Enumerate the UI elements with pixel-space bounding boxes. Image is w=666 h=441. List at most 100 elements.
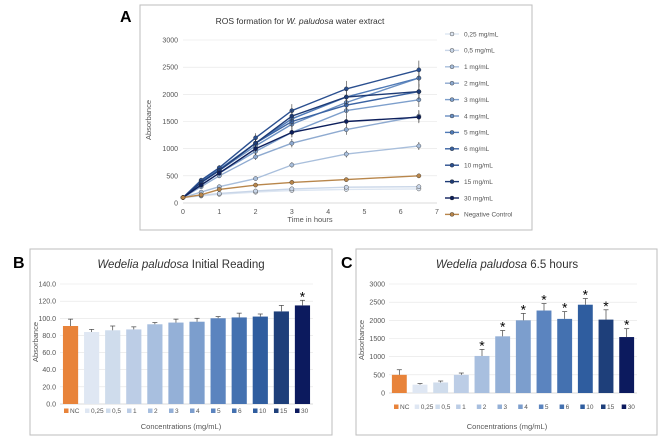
- panel-b-legend-entry: 10: [253, 408, 267, 415]
- panel-b-legend-swatch: [148, 408, 153, 413]
- panel-b-legend-swatch: [232, 408, 237, 413]
- panel-b-legend-entry: 30: [295, 408, 309, 415]
- panel-a-x-tick-label: 2: [254, 209, 258, 216]
- panel-a-legend-label: 2 mg/mL: [464, 81, 490, 88]
- panel-b-legend-entry: 1: [127, 408, 137, 415]
- panel-a-title-prefix: ROS formation for: [216, 16, 287, 26]
- panel-c-bar-group: *: [619, 317, 635, 393]
- panel-a-series-line: [180, 83, 422, 200]
- panel-b-bar: [294, 305, 311, 404]
- panel-a-point: [416, 143, 422, 149]
- panel-a-legend-marker: [449, 64, 455, 70]
- panel-a-line: [182, 69, 420, 199]
- panel-c-bar-group: [433, 380, 449, 393]
- panel-b-legend-entry: 6: [232, 408, 242, 415]
- panel-b-legend-entry: 2: [148, 408, 158, 415]
- panel-a-legend-label: 15 mg/mL: [464, 179, 493, 186]
- panel-c-legend-entry: 0,5: [435, 404, 451, 411]
- panel-a-point: [289, 130, 295, 135]
- panel-c-legend-swatch: [476, 404, 482, 409]
- panel-c-bar: [495, 336, 511, 393]
- panel-a-point: [343, 184, 349, 190]
- panel-c-legend-label: 1: [462, 404, 466, 411]
- panel-a-legend-marker: [449, 113, 455, 119]
- panel-c-y-tick-label: 500: [373, 372, 385, 379]
- panel-c-y-label: Absorbance: [357, 320, 366, 360]
- panel-a-x-tick-label: 3: [290, 209, 294, 216]
- panel-b-legend-entry: 3: [169, 408, 179, 415]
- panel-b-legend-swatch: [64, 408, 69, 413]
- panel-c-bar-group: *: [577, 287, 593, 393]
- panel-a-y-ticks: 0 500 1000 1500 2000 2500 3000: [162, 38, 178, 208]
- panel-a-legend-marker: [449, 162, 455, 168]
- panel-b-bar: [147, 324, 163, 404]
- panel-b-bar-group: [273, 305, 289, 404]
- panel-b-legend-entry: 5: [211, 408, 221, 415]
- panel-c-legend: NC 0,25 0,5 1 2 3 4 5 6 10 15 30: [394, 404, 635, 411]
- panel-a-point: [289, 180, 295, 185]
- panel-b-bar-group: *: [294, 288, 311, 404]
- panel-a-point: [253, 182, 258, 188]
- panel-a-point: [253, 176, 258, 181]
- panel-a-frame: [139, 4, 533, 231]
- panel-a-point: [289, 113, 295, 119]
- panel-a-x-tick-label: 5: [362, 209, 366, 216]
- panel-b-legend-swatch: [85, 408, 90, 413]
- panel-c-legend-swatch: [601, 404, 606, 409]
- panel-c-y-tick-label: 2000: [369, 318, 385, 325]
- panel-c-bar: [619, 337, 635, 393]
- panel-a-legend-label: Negative Control: [464, 212, 513, 219]
- panel-c-legend-label: 0,5: [441, 404, 450, 411]
- panel-b-y-tick-label: 40.0: [42, 367, 56, 374]
- panel-a-letter: A: [120, 9, 132, 26]
- panel-b-y-ticks: 0.0 20.0 40.0 60.0 80.0 100.0 120.0 140.0: [38, 282, 56, 409]
- panel-b-bar: [84, 332, 100, 404]
- panel-c-legend-swatch: [497, 404, 502, 409]
- panel-a-x-label: Time in hours: [287, 215, 332, 224]
- panel-c-legend-entry: NC: [394, 404, 410, 411]
- panel-c-legend-entry: 2: [476, 404, 487, 411]
- panel-c-y-tick-label: 1000: [369, 354, 385, 361]
- panel-b-letter: B: [13, 255, 25, 272]
- panel-c-legend-entry: 15: [601, 404, 615, 411]
- panel-c-significance-star: *: [500, 319, 506, 335]
- panel-a-legend-label: 6 mg/mL: [464, 146, 490, 153]
- panel-b-bar: [210, 318, 226, 404]
- panel-a-legend-entry: 30 mg/mL: [445, 195, 493, 202]
- panel-b-title-species: Wedelia paludosa: [97, 259, 188, 271]
- panel-b-legend-label: 3: [175, 408, 179, 415]
- panel-a-point: [289, 162, 295, 168]
- panel-b-bar: [252, 316, 268, 404]
- panel-c-y-tick-label: 0: [381, 391, 385, 398]
- panel-b-bar-group: [168, 318, 184, 404]
- panel-c-legend-label: 10: [586, 404, 594, 411]
- panel-b-bar: [62, 326, 79, 404]
- panel-c-bar: [474, 355, 490, 393]
- panel-c-bar-group: *: [495, 319, 511, 393]
- panel-c-bar: [598, 319, 614, 393]
- panel-a-legend-marker: [449, 212, 455, 217]
- panel-c-bar-group: *: [557, 300, 573, 393]
- panel-a-legend-entry: 6 mg/mL: [445, 146, 490, 153]
- panel-a-legend-entry: 5 mg/mL: [445, 130, 490, 137]
- panel-b-legend-label: 2: [154, 408, 158, 415]
- panel-a-legend-entry: 0,25 mg/mL: [445, 31, 499, 38]
- panel-a-legend-marker: [449, 31, 455, 37]
- panel-a-y-tick-label: 500: [166, 173, 178, 180]
- panel-b-bar-group: [252, 313, 268, 404]
- panel-b-legend-entry: 4: [190, 408, 200, 415]
- panel-c-bar: [557, 318, 573, 393]
- panel-b-legend-swatch: [253, 408, 258, 413]
- panel-b-legend-label: 0,25: [91, 408, 104, 415]
- panel-c-legend-label: 5: [545, 404, 549, 411]
- panel-b-bar-group: [147, 322, 163, 404]
- panel-c-bar-group: [391, 369, 407, 393]
- panel-a-y-tick-label: 2500: [162, 65, 178, 72]
- panel-a-title: ROS formation for W. paludosa water extr…: [216, 16, 385, 26]
- panel-c-bar: [536, 310, 552, 393]
- panel-c-bar: [433, 382, 449, 393]
- panel-a-legend-entry: 10 mg/mL: [445, 163, 493, 170]
- panel-c-significance-star: *: [479, 337, 485, 353]
- panel-a-gridlines: [183, 39, 437, 204]
